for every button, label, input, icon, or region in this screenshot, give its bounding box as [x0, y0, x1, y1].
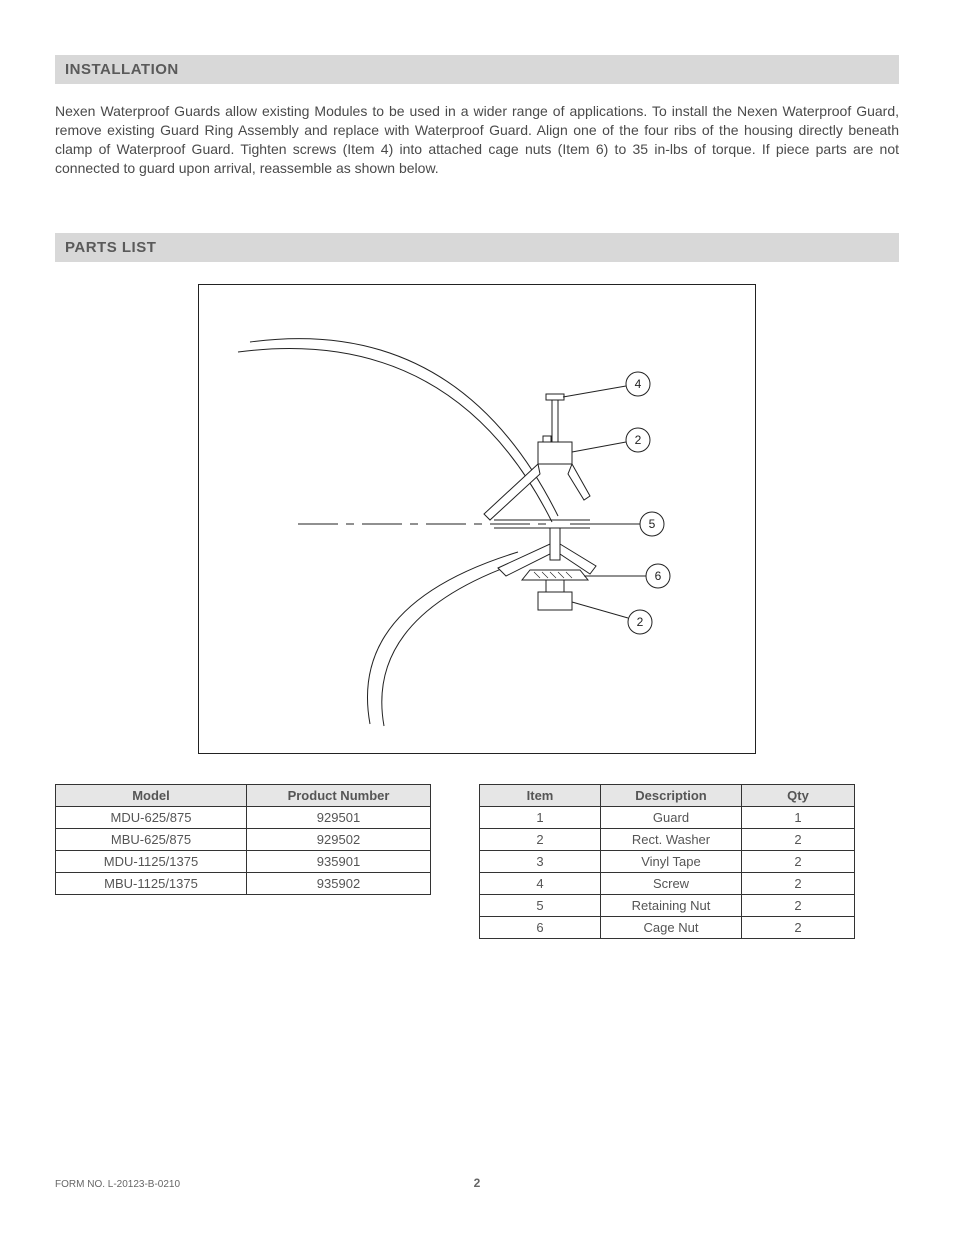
product-number-cell: 935902: [247, 872, 431, 894]
qty-cell: 1: [742, 806, 855, 828]
desc-cell: Rect. Washer: [601, 828, 742, 850]
desc-cell: Cage Nut: [601, 916, 742, 938]
product-number-cell: 929502: [247, 828, 431, 850]
table-row: MBU-1125/1375 935902: [56, 872, 431, 894]
table-row: 5 Retaining Nut 2: [480, 894, 855, 916]
desc-cell: Retaining Nut: [601, 894, 742, 916]
qty-cell: 2: [742, 872, 855, 894]
table-row: 2 Rect. Washer 2: [480, 828, 855, 850]
page: INSTALLATION Nexen Waterproof Guards all…: [0, 0, 954, 1235]
parts-list-heading: PARTS LIST: [55, 233, 899, 262]
parts-header-description: Description: [601, 784, 742, 806]
table-row: MDU-1125/1375 935901: [56, 850, 431, 872]
callout-6-label: 6: [655, 569, 662, 583]
item-cell: 3: [480, 850, 601, 872]
models-table: Model Product Number MDU-625/875 929501 …: [55, 784, 431, 895]
product-number-cell: 929501: [247, 806, 431, 828]
assembly-diagram-svg: 4 2 5 6 2: [198, 284, 756, 754]
desc-cell: Vinyl Tape: [601, 850, 742, 872]
table-row: 6 Cage Nut 2: [480, 916, 855, 938]
desc-cell: Guard: [601, 806, 742, 828]
qty-cell: 2: [742, 916, 855, 938]
product-number-cell: 935901: [247, 850, 431, 872]
item-cell: 2: [480, 828, 601, 850]
desc-cell: Screw: [601, 872, 742, 894]
table-row: 4 Screw 2: [480, 872, 855, 894]
installation-heading: INSTALLATION: [55, 55, 899, 84]
models-header-product-number: Product Number: [247, 784, 431, 806]
qty-cell: 2: [742, 828, 855, 850]
parts-table: Item Description Qty 1 Guard 1 2 Rect. W…: [479, 784, 855, 939]
item-cell: 4: [480, 872, 601, 894]
callout-4-label: 4: [635, 377, 642, 391]
tables-row: Model Product Number MDU-625/875 929501 …: [55, 784, 899, 939]
item-cell: 5: [480, 894, 601, 916]
table-row: MDU-625/875 929501: [56, 806, 431, 828]
model-cell: MDU-1125/1375: [56, 850, 247, 872]
callout-2a-label: 2: [635, 433, 642, 447]
model-cell: MBU-625/875: [56, 828, 247, 850]
model-cell: MDU-625/875: [56, 806, 247, 828]
table-row: 1 Guard 1: [480, 806, 855, 828]
models-header-model: Model: [56, 784, 247, 806]
callout-5-label: 5: [649, 517, 656, 531]
model-cell: MBU-1125/1375: [56, 872, 247, 894]
qty-cell: 2: [742, 850, 855, 872]
parts-header-qty: Qty: [742, 784, 855, 806]
table-row: 3 Vinyl Tape 2: [480, 850, 855, 872]
table-header-row: Item Description Qty: [480, 784, 855, 806]
qty-cell: 2: [742, 894, 855, 916]
item-cell: 1: [480, 806, 601, 828]
callout-2b-label: 2: [637, 615, 644, 629]
table-row: MBU-625/875 929502: [56, 828, 431, 850]
installation-body-text: Nexen Waterproof Guards allow existing M…: [55, 102, 899, 178]
page-number: 2: [474, 1176, 481, 1190]
form-number: FORM NO. L-20123-B-0210: [55, 1179, 180, 1190]
parts-header-item: Item: [480, 784, 601, 806]
table-header-row: Model Product Number: [56, 784, 431, 806]
item-cell: 6: [480, 916, 601, 938]
parts-diagram: 4 2 5 6 2: [55, 284, 899, 754]
